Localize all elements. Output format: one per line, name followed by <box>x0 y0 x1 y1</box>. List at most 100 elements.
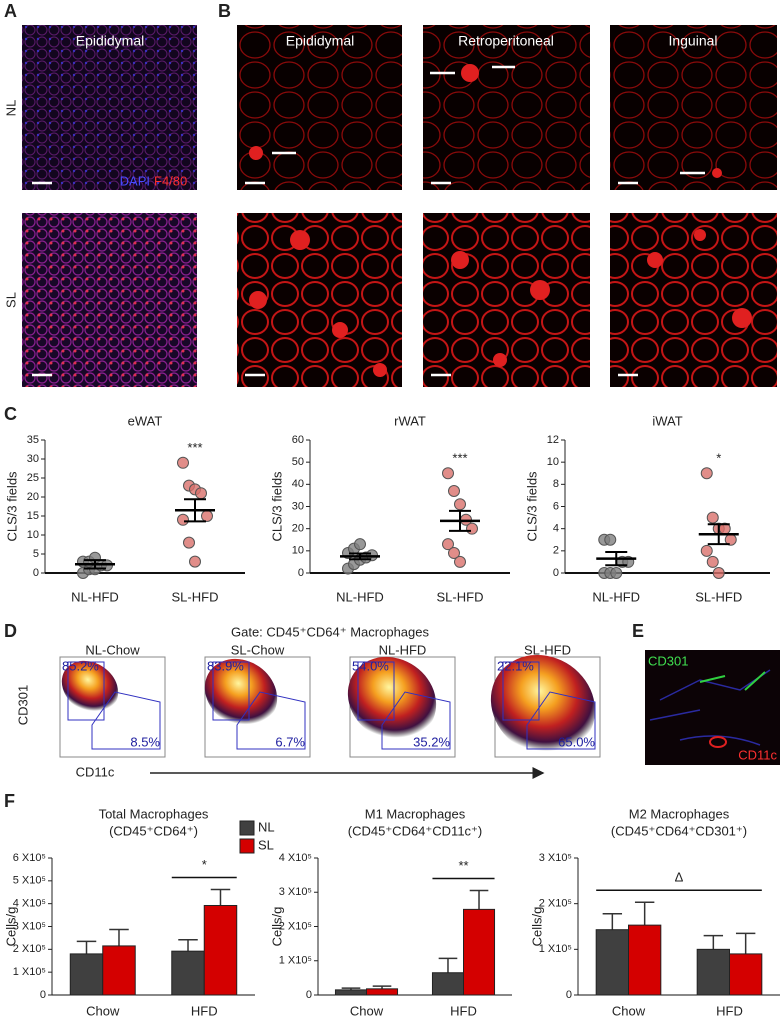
stain-label: DAPI <box>120 173 150 188</box>
chart-subtitle: (CD45⁺CD64⁺) <box>109 823 198 838</box>
x-tick-label: SL-HFD <box>437 589 484 604</box>
y-tick-label: 5 <box>33 548 39 560</box>
y-tick-label: 6 X10⁵ <box>13 852 46 864</box>
gate-percent: 22.1% <box>497 658 534 673</box>
chart-title: eWAT <box>128 413 163 428</box>
x-tick-label: NL-HFD <box>71 589 119 604</box>
y-axis-label: Cells/g <box>3 907 18 947</box>
y-tick-label: 10 <box>547 456 559 468</box>
data-point <box>448 547 460 560</box>
y-axis-label: CLS/3 fields <box>269 471 284 542</box>
y-tick-label: 30 <box>292 500 304 512</box>
x-tick-label: NL-HFD <box>336 589 384 604</box>
micrograph <box>423 25 590 190</box>
bar <box>69 953 104 996</box>
bar <box>595 929 629 996</box>
y-tick-label: 15 <box>27 510 39 522</box>
density <box>204 658 278 728</box>
x-tick-label: SL-HFD <box>172 589 219 604</box>
data-point <box>454 555 466 568</box>
data-point <box>442 467 454 480</box>
plot-title: SL-Chow <box>231 642 285 657</box>
y-axis-label: Cells/g <box>529 907 544 947</box>
y-tick-label: 60 <box>292 434 304 446</box>
data-point <box>706 555 719 568</box>
image-title: Retroperitoneal <box>458 33 554 49</box>
x-tick-label: HFD <box>716 1003 743 1018</box>
image-title: Inguinal <box>668 33 717 49</box>
gate-percent: 85.2% <box>62 658 99 673</box>
significance: *** <box>187 440 202 455</box>
gate <box>381 691 451 750</box>
cd301-signal <box>699 671 766 691</box>
y-tick-label: 1 X10⁵ <box>539 943 572 955</box>
bar <box>431 972 464 996</box>
y-tick-label: 25 <box>27 472 39 484</box>
scale-bars <box>32 181 638 377</box>
y-tick-label: 40 <box>292 478 304 490</box>
micrograph <box>237 25 402 190</box>
legend-label: NL <box>258 819 275 834</box>
gate-percent: 8.5% <box>130 734 160 749</box>
data-point <box>466 522 478 535</box>
axis-label: CD11c <box>76 764 115 779</box>
data-point <box>189 555 201 568</box>
stain-label: CD301 <box>648 653 688 668</box>
y-axis-label: CLS/3 fields <box>4 471 19 542</box>
gate-label: Gate: CD45⁺CD64⁺ Macrophages <box>231 624 429 639</box>
gate <box>357 661 395 721</box>
x-tick-label: Chow <box>86 1003 120 1018</box>
significance: * <box>716 451 721 466</box>
image-title: Epididymal <box>286 33 354 49</box>
legend-swatch <box>239 838 255 854</box>
data-point <box>442 538 454 551</box>
data-point <box>195 487 207 500</box>
y-tick-label: 0 <box>553 567 559 579</box>
gate-percent: 6.7% <box>275 734 305 749</box>
y-tick-label: 3 X10⁵ <box>279 886 312 898</box>
x-tick-label: HFD <box>191 1003 218 1018</box>
x-tick-label: SL-HFD <box>695 589 742 604</box>
macrophage-clusters <box>249 64 752 377</box>
gate-percent: 54.0% <box>352 658 389 673</box>
x-tick-label: HFD <box>450 1003 477 1018</box>
data-point <box>448 484 460 497</box>
y-tick-label: 0 <box>566 989 572 1001</box>
chart-title: M2 Macrophages <box>629 806 730 821</box>
arrows <box>272 65 705 175</box>
chart-title: M1 Macrophages <box>365 806 466 821</box>
data-point <box>201 510 213 522</box>
gate-percent: 83.9% <box>207 658 244 673</box>
y-tick-label: 4 <box>553 523 559 535</box>
chart-subtitle: (CD45⁺CD64⁺CD11c⁺) <box>348 823 483 838</box>
gate <box>502 661 540 721</box>
y-tick-label: 0 <box>33 567 39 579</box>
data-point <box>177 513 189 526</box>
y-axis-label: CLS/3 fields <box>524 471 539 542</box>
gate <box>67 661 105 721</box>
y-tick-label: 4 X10⁵ <box>279 852 312 864</box>
bar <box>366 988 399 996</box>
panel-label: F <box>4 791 15 811</box>
significance: Δ <box>675 870 684 885</box>
panel-label: A <box>4 1 17 21</box>
data-point <box>706 511 719 524</box>
chart-title: iWAT <box>652 413 682 428</box>
data-point <box>610 567 623 579</box>
y-tick-label: 50 <box>292 456 304 468</box>
data-point <box>354 538 366 551</box>
gate <box>91 691 161 750</box>
gate <box>236 691 306 750</box>
bar <box>729 953 763 996</box>
y-tick-label: 35 <box>27 434 39 446</box>
plot-title: SL-HFD <box>524 642 571 657</box>
axis-label: CD301 <box>15 685 30 725</box>
gate-percent: 35.2% <box>413 734 450 749</box>
chart-title: rWAT <box>394 413 426 428</box>
y-tick-label: 2 X10⁵ <box>13 943 46 955</box>
row-label: NL <box>3 100 18 117</box>
significance: * <box>202 857 207 872</box>
significance: ** <box>458 858 468 873</box>
data-point <box>604 533 617 546</box>
